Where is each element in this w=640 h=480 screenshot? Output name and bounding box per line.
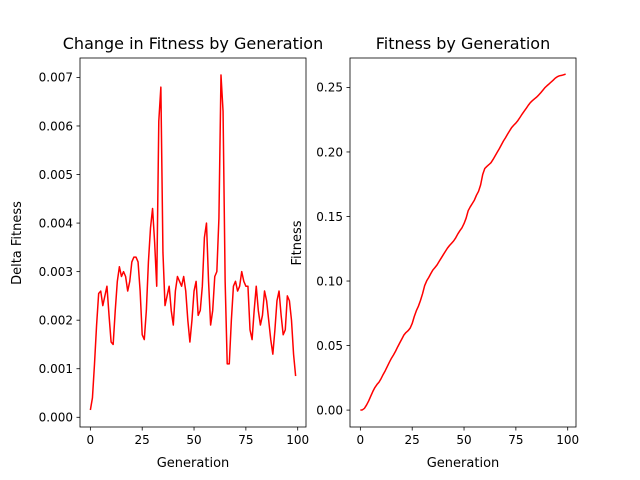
fitness-y-axis-label: Fitness <box>290 220 305 265</box>
delta-fitness-chart-title: Change in Fitness by Generation <box>63 34 323 53</box>
fitness-y-tick-label: 0.25 <box>316 81 343 95</box>
delta-fitness-x-tick-label: 25 <box>135 433 150 447</box>
fitness-x-axis-label: Generation <box>427 456 500 471</box>
delta-fitness-y-tick-label: 0.004 <box>39 216 73 230</box>
delta-fitness-y-tick-label: 0.000 <box>39 411 73 425</box>
fitness-axes-frame <box>349 57 577 428</box>
fitness-y-tick-label: 0.00 <box>316 403 343 417</box>
delta-fitness-y-tick-label: 0.002 <box>39 313 73 327</box>
delta-fitness-x-axis-label: Generation <box>157 456 230 471</box>
delta-fitness-x-tick-label: 100 <box>286 433 309 447</box>
delta-fitness-x-tick-label: 50 <box>186 433 201 447</box>
delta-fitness-y-tick-label: 0.003 <box>39 265 73 279</box>
delta-fitness-x-tick-label: 75 <box>238 433 253 447</box>
delta-fitness-y-tick-label: 0.005 <box>39 168 73 182</box>
fitness-chart-title: Fitness by Generation <box>376 34 550 53</box>
delta-fitness-y-tick-label: 0.001 <box>39 362 73 376</box>
delta-fitness-y-tick-label: 0.006 <box>39 119 73 133</box>
fitness-x-tick-label: 25 <box>405 433 420 447</box>
fitness-y-tick-label: 0.20 <box>316 145 343 159</box>
fitness-x-tick-label: 0 <box>357 433 365 447</box>
fitness-y-tick-label: 0.10 <box>316 274 343 288</box>
delta-fitness-series-line <box>89 74 297 411</box>
delta-fitness-y-tick-label: 0.007 <box>39 71 73 85</box>
fitness-y-tick-label: 0.05 <box>316 339 343 353</box>
fitness-series-line <box>360 73 566 411</box>
delta-fitness-y-axis-label: Delta Fitness <box>10 201 25 285</box>
fitness-x-tick-label: 50 <box>456 433 471 447</box>
fitness-chart: Fitness by Generation 0 25 50 75 100 0.00 0.05… <box>290 34 579 471</box>
fitness-x-tick-label: 100 <box>556 433 579 447</box>
fitness-x-tick-label: 75 <box>508 433 523 447</box>
fitness-plot-area: 0 25 50 75 100 0.00 0.05 0.10 0.15 0.20 0.25 <box>316 57 579 447</box>
fitness-y-tick-label: 0.15 <box>316 210 343 224</box>
delta-fitness-x-tick-label: 0 <box>87 433 95 447</box>
delta-fitness-chart: Change in Fitness by Generation 0 25 50 75 1… <box>10 34 323 471</box>
delta-fitness-axes-frame <box>79 57 307 428</box>
delta-fitness-plot-area: 0 25 50 75 100 0.000 0.001 0.002 0.003 0.004 0.005… <box>39 57 309 447</box>
